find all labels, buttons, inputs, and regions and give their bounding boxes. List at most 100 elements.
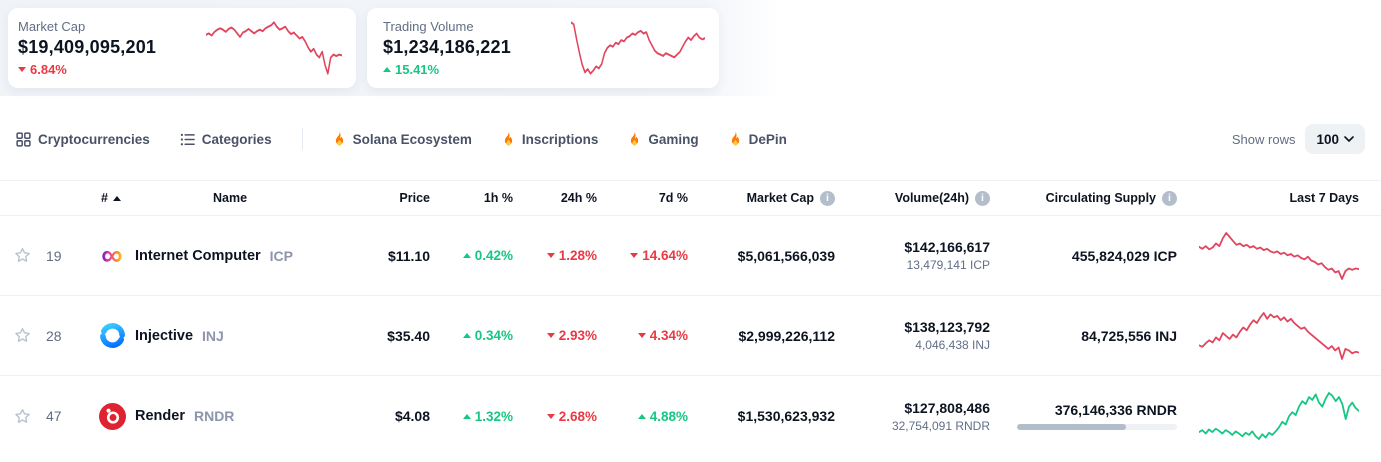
header-market-cap[interactable]: Market Cap i (688, 190, 835, 206)
table-row[interactable]: 19 ∞ Internet Computer ICP $11.10 0.42% … (0, 216, 1381, 296)
change-7d: 4.34% (597, 328, 688, 343)
trading-volume-sparkline (570, 19, 706, 77)
supply-progress-fill (1017, 424, 1126, 430)
watchlist-star-icon[interactable] (12, 406, 33, 427)
price: $11.10 (387, 247, 430, 264)
fire-icon (335, 131, 343, 146)
nav-categories[interactable]: Categories (180, 132, 272, 147)
header-price[interactable]: Price (399, 191, 430, 205)
star-cell (0, 325, 44, 346)
circulating-supply-cell: 84,725,556 INJ (990, 328, 1177, 344)
nav-label: Gaming (648, 131, 699, 147)
coin-symbol: RNDR (193, 408, 235, 424)
coin-name-cell[interactable]: Injective INJ (80, 322, 320, 350)
supply-value: 84,725,556 INJ (1081, 327, 1177, 344)
nav-solana-ecosystem[interactable]: Solana Ecosystem (333, 131, 472, 147)
table-row[interactable]: 28 Injective INJ $35.40 0.34% (0, 296, 1381, 376)
table-row[interactable]: 47 Render RNDR $4.08 1.32% 2.68% 4.88% $… (0, 376, 1381, 456)
list-icon (180, 133, 195, 145)
change-caret-icon (637, 333, 646, 338)
header-circulating-supply[interactable]: Circulating Supply i (990, 190, 1177, 206)
rank: 19 (46, 247, 62, 264)
change-caret-icon (546, 333, 555, 338)
change-caret-icon (462, 253, 471, 258)
coin-name: Render (135, 408, 185, 424)
price: $35.40 (387, 327, 430, 344)
change-caret-icon (383, 67, 391, 72)
star-cell (0, 406, 44, 427)
header-24h[interactable]: 24h % (560, 191, 597, 205)
stat-label: Trading Volume (383, 19, 474, 34)
supply-value: 376,146,336 RNDR (1054, 402, 1177, 418)
market-cap-sparkline (205, 19, 343, 77)
change-1h: 0.34% (430, 328, 513, 343)
show-rows-label: Show rows (1231, 131, 1296, 147)
change-24h: 1.28% (513, 248, 597, 263)
stats-strip: Market Cap $19,409,095,201 6.84% Trading… (0, 0, 1381, 96)
change-caret-icon (462, 333, 471, 338)
circulating-supply-cell: 376,146,336 RNDR (990, 402, 1177, 430)
rank: 47 (46, 408, 62, 424)
supply-progress-bar (1017, 424, 1177, 430)
nav-inscriptions[interactable]: Inscriptions (502, 131, 599, 147)
volume-usd: $142,166,617 (904, 239, 990, 255)
crypto-table: # Name Price 1h % 24h % 7d % Market Cap … (0, 180, 1381, 456)
volume-coin: 13,479,141 ICP (906, 258, 990, 272)
market-cap: $5,061,566,039 (737, 247, 835, 264)
header-rank[interactable]: # (44, 191, 121, 205)
toolbar-divider (301, 128, 303, 150)
toolbar: Cryptocurrencies Categories Solana Ecosy… (0, 96, 1381, 168)
market-cap-card[interactable]: Market Cap $19,409,095,201 6.84% (8, 8, 356, 88)
change-value: 15.41% (395, 62, 440, 77)
rows-per-page-select[interactable]: 100 (1305, 124, 1365, 154)
nav-cryptocurrencies[interactable]: Cryptocurrencies (16, 132, 150, 147)
coin-symbol: INJ (202, 327, 224, 344)
change-caret-icon (546, 413, 555, 419)
stat-change: 6.84% (18, 62, 196, 77)
nav-gaming[interactable]: Gaming (628, 131, 699, 147)
table-header-row: # Name Price 1h % 24h % 7d % Market Cap … (0, 180, 1381, 216)
coin-sparkline (1198, 230, 1360, 282)
fire-icon (731, 131, 739, 146)
header-1h[interactable]: 1h % (483, 191, 513, 205)
trading-volume-info: Trading Volume $1,234,186,221 15.41% (383, 19, 561, 77)
info-icon: i (820, 190, 835, 206)
volume-coin: 32,754,091 RNDR (891, 418, 990, 433)
header-last-7-days[interactable]: Last 7 Days (1289, 191, 1359, 205)
coin-symbol: ICP (269, 247, 294, 264)
change-caret-icon (18, 67, 26, 72)
coin-sparkline (1198, 310, 1360, 362)
market-cap: $2,999,226,112 (738, 327, 835, 344)
sort-asc-icon (112, 195, 121, 201)
change-24h: 2.68% (513, 409, 597, 424)
watchlist-star-icon[interactable] (12, 245, 33, 266)
nav-depin[interactable]: DePin (729, 131, 787, 147)
stat-value: $1,234,186,221 (383, 37, 511, 57)
volume-usd: $138,123,792 (904, 319, 990, 335)
nav-label: Solana Ecosystem (352, 131, 472, 147)
watchlist-star-icon[interactable] (12, 325, 33, 346)
toolbar-right: Show rows 100 (1232, 124, 1365, 154)
change-value: 6.84% (30, 62, 67, 77)
coin-name: Internet Computer (135, 247, 261, 264)
volume-cell: $138,123,792 4,046,438 INJ (835, 319, 990, 352)
chevron-down-icon (1344, 136, 1354, 142)
header-volume[interactable]: Volume(24h) i (835, 190, 990, 206)
sparkline-cell (1177, 230, 1381, 282)
market-cap-info: Market Cap $19,409,095,201 6.84% (18, 19, 196, 77)
sparkline-cell (1177, 390, 1381, 442)
coin-sparkline (1198, 390, 1360, 442)
nav-label: Inscriptions (521, 131, 599, 147)
header-name[interactable]: Name (213, 191, 248, 205)
coin-name: Injective (135, 327, 194, 344)
rndr-logo-icon (98, 402, 126, 430)
coin-name-cell[interactable]: Render RNDR (80, 402, 320, 430)
nav-label: DePin (748, 131, 787, 147)
trading-volume-card[interactable]: Trading Volume $1,234,186,221 15.41% (367, 8, 719, 88)
stat-label: Market Cap (18, 19, 86, 34)
fire-icon (504, 131, 513, 146)
header-7d[interactable]: 7d % (658, 191, 688, 205)
volume-cell: $142,166,617 13,479,141 ICP (835, 239, 990, 272)
coin-name-cell[interactable]: ∞ Internet Computer ICP (80, 240, 320, 270)
price: $4.08 (394, 408, 430, 424)
